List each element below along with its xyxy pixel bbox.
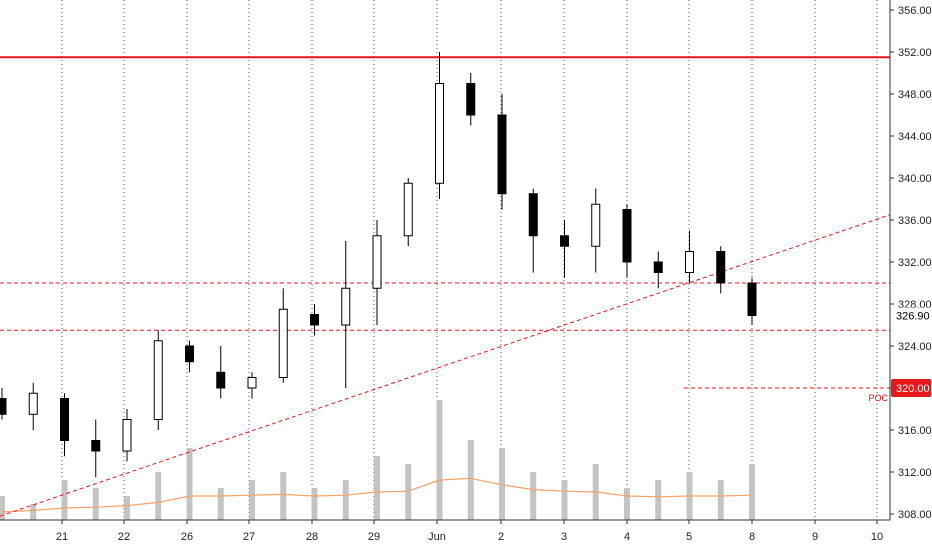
x-tick-label: 21 <box>56 531 68 543</box>
y-tick-label: 316.00 <box>898 425 932 437</box>
volume-bar <box>249 480 255 520</box>
candle-body <box>216 371 226 389</box>
candle-body <box>28 392 38 415</box>
volume-bar <box>0 496 5 520</box>
candle-body <box>591 203 601 247</box>
y-tick-label: 332.00 <box>898 257 932 269</box>
candle-body <box>747 282 757 317</box>
candle-body <box>91 440 101 452</box>
candle-body <box>247 377 257 389</box>
volume-bar <box>342 480 349 520</box>
poc-price-label: 320.00 <box>896 383 930 395</box>
volume-bar <box>92 488 99 520</box>
x-tick-label: 4 <box>624 531 630 543</box>
y-tick-label: 324.00 <box>898 341 932 353</box>
last-price-box <box>891 307 932 324</box>
last-price-label: 326.90 <box>896 311 930 323</box>
y-tick-label: 344.00 <box>898 131 932 143</box>
volume-bar <box>749 464 755 520</box>
x-tick-label: 26 <box>181 531 193 543</box>
candle-body <box>0 398 7 415</box>
candle-body <box>622 209 632 263</box>
y-tick-label: 336.00 <box>898 215 932 227</box>
volume-bar <box>30 504 37 520</box>
x-tick-label: 22 <box>118 531 130 543</box>
candle-body <box>528 193 538 237</box>
candle-body <box>716 251 726 284</box>
volume-bar <box>280 472 287 520</box>
y-tick-label: 352.00 <box>898 47 932 59</box>
volume-bar <box>436 400 443 520</box>
candle-body <box>122 419 132 452</box>
volume-bar <box>374 456 380 520</box>
candle-body <box>278 308 288 378</box>
volume-bar <box>467 440 474 520</box>
candle-body <box>560 235 569 247</box>
poc-price-box <box>891 379 931 397</box>
candle-body <box>435 83 444 184</box>
candle-body <box>372 235 382 289</box>
volume-bar <box>655 480 662 520</box>
y-tick-label: 356.00 <box>898 5 932 17</box>
volume-bar <box>405 464 412 520</box>
candle-body <box>466 83 476 116</box>
candle-body <box>341 287 351 326</box>
x-tick-label: 9 <box>812 531 818 543</box>
x-tick-label: Jun <box>428 531 446 543</box>
x-tick-label: 27 <box>243 531 255 543</box>
volume-ma-line <box>1 477 753 513</box>
y-tick-label: 340.00 <box>898 173 932 185</box>
y-tick-label: 312.00 <box>898 467 932 479</box>
x-tick-label: 28 <box>306 531 318 543</box>
x-tick-label: 10 <box>871 531 883 543</box>
volume-bar <box>311 488 318 520</box>
x-tick-label: 2 <box>498 531 504 543</box>
candle-body <box>685 251 694 273</box>
x-tick-label: 5 <box>686 531 692 543</box>
volume-bar <box>61 480 68 520</box>
x-tick-label: 8 <box>749 531 755 543</box>
volume-bar <box>561 480 568 520</box>
candle-body <box>403 182 413 237</box>
volume-bar <box>624 488 630 520</box>
volume-bar <box>217 488 224 520</box>
x-tick-label: 3 <box>561 531 567 543</box>
poc-label: POC <box>868 393 888 403</box>
volume-bar <box>155 472 162 520</box>
volume-bar <box>499 448 505 520</box>
trend-line <box>0 214 891 517</box>
candle-body <box>60 398 69 441</box>
volume-bar <box>124 496 130 520</box>
candle-body <box>653 261 663 273</box>
candle-body <box>185 345 194 363</box>
y-tick-label: 308.00 <box>898 509 932 521</box>
x-tick-label: 29 <box>368 531 380 543</box>
candle-body <box>310 314 319 326</box>
candle-body <box>497 114 507 195</box>
volume-bar <box>530 472 537 520</box>
candle-body <box>153 340 163 420</box>
volume-bar <box>186 448 193 520</box>
y-tick-label: 348.00 <box>898 89 932 101</box>
volume-bar <box>717 480 724 520</box>
